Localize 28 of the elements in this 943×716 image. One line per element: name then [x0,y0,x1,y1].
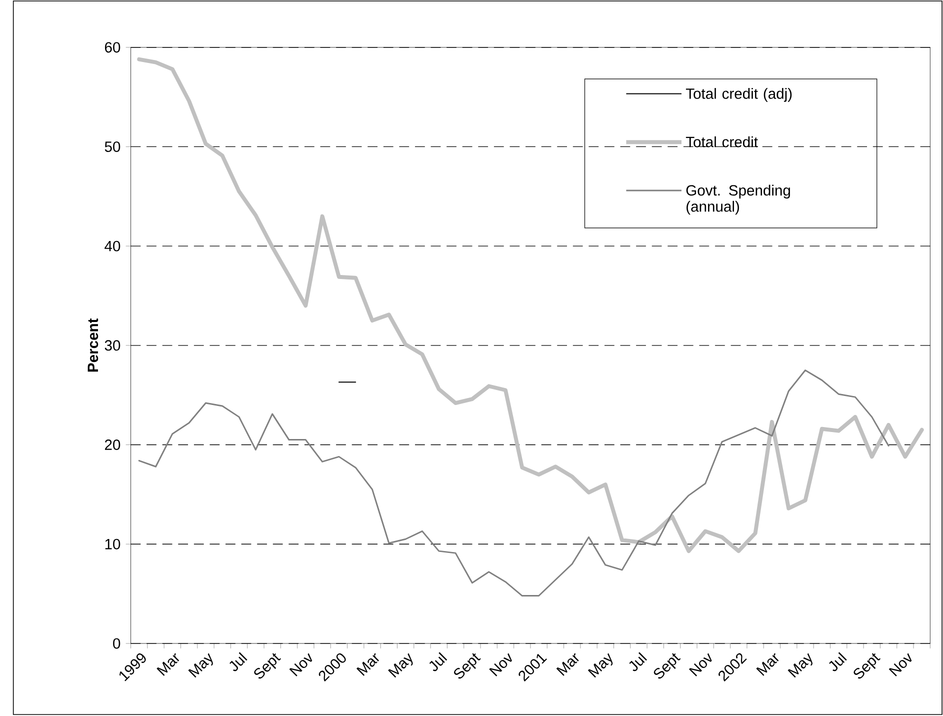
line-series [137,58,924,554]
x-tick-label: Mar [756,654,779,676]
x-tick-label: Nov [888,653,912,677]
x-tick-label: Nov [688,653,712,677]
x-tick-label: May [788,653,812,678]
x-tick-label: May [388,653,413,678]
y-tick-label: 20 [104,440,120,450]
y-tick-label: 40 [104,241,120,252]
x-tick-label: Jul [829,652,847,672]
y-axis-title: Percent [88,318,98,372]
legend-label: Total credit (adj) [686,88,792,102]
x-tick-label: Jul [230,652,248,672]
legend-label: Total credit [686,136,758,148]
y-tick-label: 0 [113,638,120,649]
x-tick-label: Nov [289,653,312,677]
x-tick-label: Jul [429,652,448,672]
x-tick-label: Mar [156,654,180,676]
y-tick-label: 60 [105,42,120,53]
x-tick-label: May [588,653,613,678]
legend-label: Govt. Spending (annual) [686,184,790,215]
x-tick-label: Jul [629,652,647,672]
y-tick-label: 50 [104,142,120,152]
x-tick-label: Nov [489,653,512,677]
x-tick-label: Mar [556,654,579,676]
y-tick-label: 30 [104,340,120,351]
y-tick-label: 10 [105,539,120,550]
x-tick-label: May [188,653,213,678]
x-tick-label: Mar [356,654,380,676]
